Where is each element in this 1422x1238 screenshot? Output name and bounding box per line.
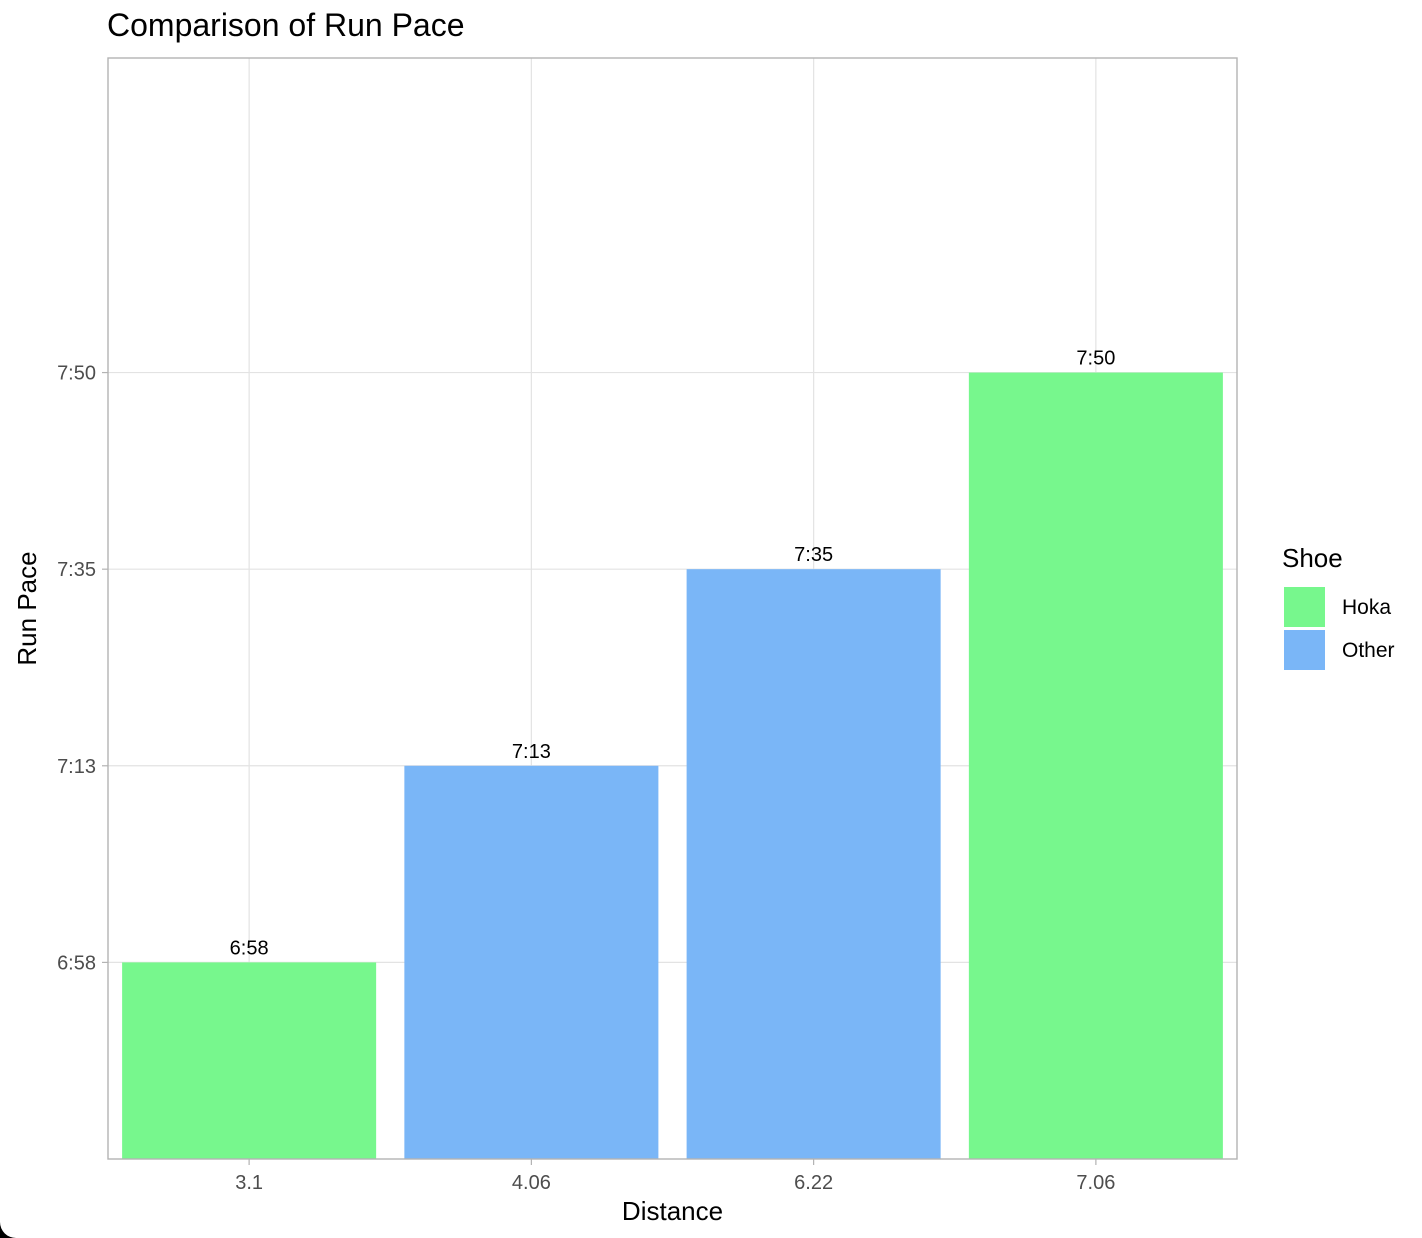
y-tick-label: 6:58 xyxy=(57,952,96,974)
panel-border xyxy=(107,57,1238,1160)
bar-3.1 xyxy=(122,962,377,1159)
legend-swatch-other xyxy=(1284,630,1325,670)
data-label-layer: 6:58 7:13 7:35 7:50 xyxy=(230,348,1116,960)
legend-label: Other xyxy=(1342,639,1395,662)
bar-4.06 xyxy=(404,765,659,1159)
y-axis: 6:58 7:13 7:35 7:50 xyxy=(57,363,108,974)
bar-layer xyxy=(122,372,1223,1160)
y-tick-label: 7:50 xyxy=(57,363,96,385)
bar-6.22 xyxy=(686,569,941,1159)
y-axis-title: Run Pace xyxy=(12,551,42,665)
data-label: 7:35 xyxy=(794,544,833,566)
x-axis: 3.1 4.06 6.22 7.06 xyxy=(235,1159,1115,1194)
data-label: 7:13 xyxy=(512,741,551,763)
x-tick-label: 6.22 xyxy=(794,1172,833,1194)
y-tick-label: 7:13 xyxy=(57,756,96,778)
data-label: 7:50 xyxy=(1076,348,1115,370)
bar-7.06 xyxy=(968,372,1223,1160)
y-tick-label: 7:35 xyxy=(57,559,96,581)
legend-swatch-hoka xyxy=(1284,587,1325,627)
chart-title: Comparison of Run Pace xyxy=(107,7,465,43)
x-tick-label: 4.06 xyxy=(512,1172,551,1194)
x-tick-label: 3.1 xyxy=(235,1172,263,1194)
x-tick-label: 7.06 xyxy=(1076,1172,1115,1194)
legend: Shoe Hoka Other xyxy=(1282,543,1395,670)
x-axis-title: Distance xyxy=(622,1196,723,1226)
legend-title: Shoe xyxy=(1282,543,1343,573)
legend-label: Hoka xyxy=(1342,596,1391,619)
data-label: 6:58 xyxy=(230,937,269,959)
